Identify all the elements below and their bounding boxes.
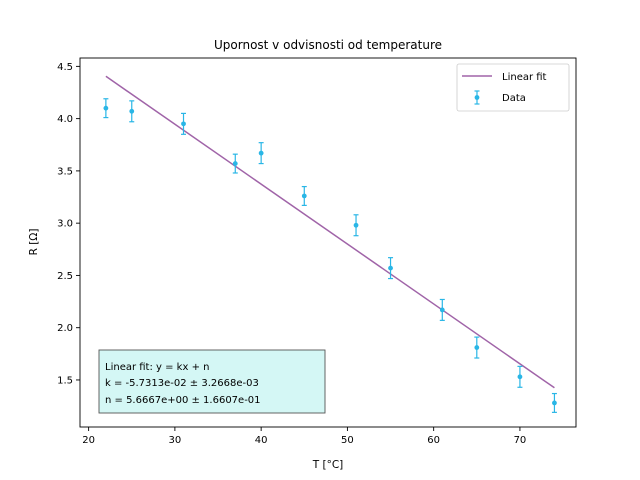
data-point [232,153,238,174]
data-marker [129,108,135,114]
data-marker [353,222,359,228]
fit-parameters-line3: n = 5.6667e+00 ± 1.6607e-01 [105,395,261,406]
data-point [181,112,187,135]
data-marker [258,150,264,156]
data-marker [552,400,557,406]
y-tick-label: 3.5 [57,166,73,177]
data-point [388,257,394,280]
data-point [551,392,557,413]
data-point [103,98,109,119]
data-point [474,336,480,359]
x-tick-label: 50 [341,435,354,446]
y-tick-label: 3.0 [57,219,73,230]
x-tick-label: 30 [169,435,182,446]
y-axis-label: R [Ω] [28,229,40,256]
data-marker [388,265,393,271]
fit-parameters-box: Linear fit: y = kx + n k = -5.7313e-02 ±… [98,349,326,414]
data-marker [474,345,480,350]
y-tick-label: 2.0 [57,323,73,334]
x-tick-label: 40 [255,435,268,446]
data-marker [103,105,109,111]
data-point [353,214,359,237]
x-axis-label: T [°C] [312,459,344,471]
y-axis: 1.5 2.0 2.5 3.0 3.5 4.0 4.5 [57,62,80,386]
data-point [129,100,135,123]
x-tick-label: 60 [427,435,440,446]
data-point [517,365,523,388]
y-tick-label: 2.5 [57,271,73,282]
fit-line [105,75,555,389]
data-marker [301,193,307,199]
x-axis: 20 30 40 50 60 70 [82,427,526,446]
data-marker [439,307,445,313]
plot-frame [79,57,577,428]
data-marker [517,374,523,380]
legend-swatch-data [474,90,480,105]
x-tick-label: 20 [82,435,95,446]
data-marker [181,121,186,127]
y-tick-label: 4.5 [57,62,73,73]
legend-label-linear-fit: Linear fit [502,72,547,83]
fit-parameters-line2: k = -5.7313e-02 ± 3.2668e-03 [105,378,259,389]
data-point [301,185,307,206]
plot-area [103,75,557,413]
fit-parameters-background [98,349,326,414]
data-point [258,142,264,165]
y-tick-label: 4.0 [57,114,73,125]
x-tick-label: 70 [514,435,527,446]
legend-label-data: Data [502,93,526,104]
data-point [439,298,445,321]
data-marker [232,161,238,166]
legend: Linear fit Data [456,63,570,112]
chart-title: Upornost v odvisnosti od temperature [214,38,442,52]
y-tick-label: 1.5 [57,375,73,386]
fit-parameters-line1: Linear fit: y = kx + n [105,362,209,373]
